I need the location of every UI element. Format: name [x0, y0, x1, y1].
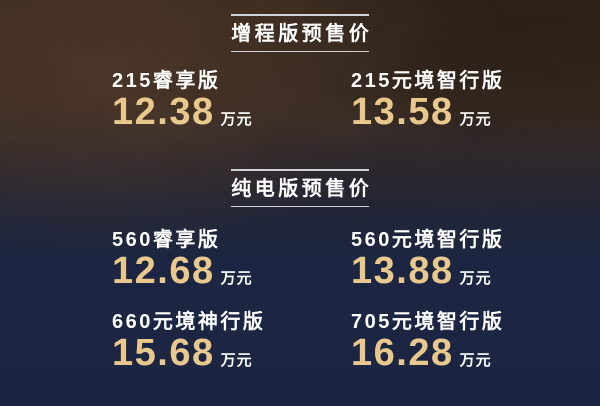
price-value: 15.68 [112, 332, 215, 374]
trim-name: 560睿享版 [112, 229, 221, 251]
price-value: 16.28 [351, 332, 454, 374]
trim-price: 16.28 万元 [351, 332, 504, 374]
divider-line [231, 205, 369, 207]
price-value: 12.68 [112, 250, 215, 292]
trim-name: 660元境神行版 [112, 311, 266, 333]
trim-price: 12.38 万元 [112, 91, 253, 133]
trim-price: 12.68 万元 [112, 250, 253, 292]
price-item: 660元境神行版 15.68 万元 [112, 311, 266, 374]
price-unit: 万元 [459, 111, 492, 128]
price-unit: 万元 [220, 111, 253, 128]
price-unit: 万元 [459, 270, 492, 287]
price-unit: 万元 [220, 352, 253, 369]
price-item: 560睿享版 12.68 万元 [112, 229, 253, 292]
price-value: 13.58 [351, 91, 454, 133]
price-value: 12.38 [112, 91, 215, 133]
price-unit: 万元 [459, 352, 492, 369]
trim-name: 560元境智行版 [351, 229, 505, 251]
price-value: 13.88 [351, 250, 454, 292]
section-title-bev: 纯电版预售价 [231, 169, 369, 207]
price-item: 215元境智行版 13.58 万元 [351, 70, 505, 133]
price-unit: 万元 [220, 270, 253, 287]
trim-name: 215元境智行版 [351, 70, 505, 92]
trim-name: 215睿享版 [112, 70, 221, 92]
price-item: 705元境智行版 16.28 万元 [351, 311, 505, 374]
trim-name: 705元境智行版 [351, 311, 505, 333]
trim-price: 15.68 万元 [112, 332, 265, 374]
section-title-erev: 增程版预售价 [231, 14, 369, 52]
divider-line [231, 14, 369, 16]
divider-line [231, 169, 369, 171]
section-title-text: 增程版预售价 [231, 22, 373, 45]
divider-line [231, 50, 369, 52]
trim-price: 13.88 万元 [351, 250, 504, 292]
price-item: 215睿享版 12.38 万元 [112, 70, 253, 133]
trim-price: 13.58 万元 [351, 91, 504, 133]
price-item: 560元境智行版 13.88 万元 [351, 229, 505, 292]
section-title-text: 纯电版预售价 [231, 177, 373, 200]
